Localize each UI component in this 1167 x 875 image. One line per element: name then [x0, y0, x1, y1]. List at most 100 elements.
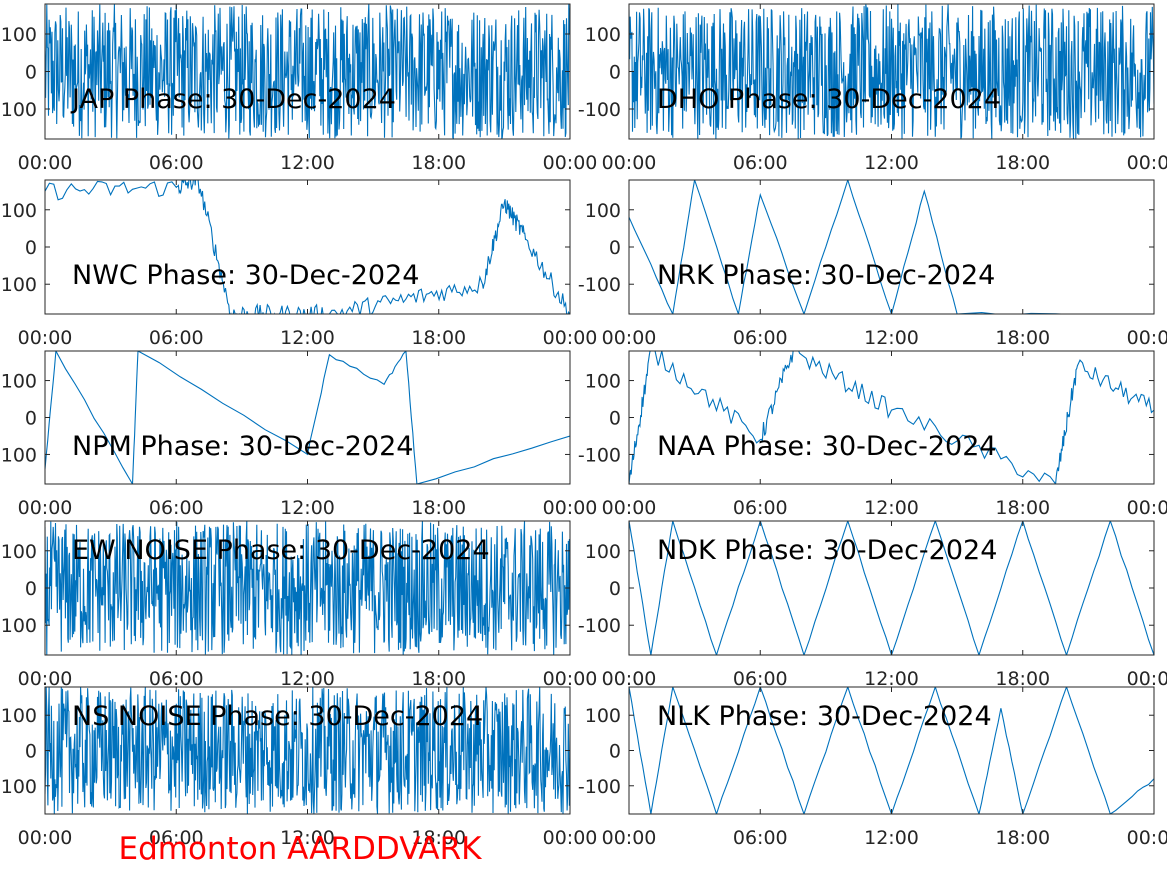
y-tick-label: -100 [578, 776, 621, 798]
phase-trace [629, 351, 1154, 484]
x-tick-label: 18:00 [411, 827, 466, 849]
x-tick-label: 06:00 [733, 827, 788, 849]
x-tick-label: 00:00 [1127, 497, 1167, 519]
phase-trace [629, 687, 1154, 814]
x-tick-label: 06:00 [149, 497, 204, 519]
phase-trace [45, 687, 570, 814]
x-tick-label: 12:00 [280, 668, 335, 690]
x-tick-label: 00:00 [602, 152, 657, 174]
x-tick-label: 18:00 [411, 152, 466, 174]
phase-panel: 100 0 -100 00:00 06:00 12:00 18:00 00:00 NAA Pha… [578, 350, 1167, 519]
x-tick-label: 00:00 [1127, 668, 1167, 690]
x-tick-label: 18:00 [995, 668, 1050, 690]
y-tick-label: 100 [585, 200, 621, 222]
y-tick-label: -100 [578, 444, 621, 466]
plot-area [629, 180, 1154, 314]
x-tick-label: 00:00 [18, 827, 73, 849]
y-tick-label: 100 [1, 541, 37, 563]
x-tick-label: 18:00 [995, 827, 1050, 849]
phase-panel: 100 0 -100 00:00 06:00 12:00 18:00 00:00 NWC Pha… [0, 179, 598, 349]
panel-title: JAP Phase: 30-Dec-2024 [70, 84, 396, 115]
y-tick-label: 100 [1, 705, 37, 727]
x-tick-label: 18:00 [411, 497, 466, 519]
phase-panel: 100 0 -100 00:00 06:00 12:00 18:00 00:00 NLK Pha… [578, 686, 1167, 849]
x-tick-label: 00:00 [543, 152, 598, 174]
x-tick-label: 00:00 [543, 668, 598, 690]
x-tick-label: 00:00 [1127, 152, 1167, 174]
x-tick-label: 06:00 [149, 152, 204, 174]
x-tick-label: 12:00 [280, 827, 335, 849]
phase-panel: 100 0 -100 00:00 06:00 12:00 18:00 00:00 NRK Pha… [578, 179, 1167, 349]
x-tick-label: 00:00 [543, 497, 598, 519]
x-tick-label: 18:00 [411, 327, 466, 349]
x-tick-label: 00:00 [602, 497, 657, 519]
y-tick-label: 0 [609, 578, 621, 600]
x-tick-label: 00:00 [543, 827, 598, 849]
y-tick-label: 0 [25, 408, 37, 430]
station-footer-label: Edmonton AARDDVARK [118, 831, 482, 867]
x-tick-label: 00:00 [602, 827, 657, 849]
x-tick-label: 06:00 [733, 152, 788, 174]
x-tick-label: 12:00 [864, 152, 919, 174]
phase-panel: 100 0 -100 00:00 06:00 12:00 18:00 00:00 DHO Pha… [578, 3, 1167, 174]
x-tick-label: 12:00 [864, 827, 919, 849]
panel-title: NDK Phase: 30-Dec-2024 [657, 535, 997, 566]
phase-panel: 100 0 -100 00:00 06:00 12:00 18:00 00:00 JAP Pha… [0, 3, 598, 174]
y-tick-label: -100 [0, 776, 37, 798]
phase-trace [629, 4, 1154, 139]
y-tick-label: 100 [1, 24, 37, 46]
plot-area [45, 180, 570, 314]
panel-title: EW NOISE Phase: 30-Dec-2024 [72, 535, 490, 566]
panel-title: NPM Phase: 30-Dec-2024 [72, 431, 413, 462]
y-tick-label: 100 [585, 24, 621, 46]
y-tick-label: 0 [25, 741, 37, 763]
y-tick-label: 0 [25, 578, 37, 600]
x-tick-label: 18:00 [995, 152, 1050, 174]
x-tick-label: 12:00 [864, 327, 919, 349]
phase-trace [45, 521, 570, 655]
x-tick-label: 00:00 [18, 668, 73, 690]
panel-title: NRK Phase: 30-Dec-2024 [657, 260, 995, 291]
y-tick-label: -100 [0, 615, 37, 637]
x-tick-label: 06:00 [733, 497, 788, 519]
phase-trace [45, 351, 570, 484]
panel-title: NLK Phase: 30-Dec-2024 [657, 701, 992, 732]
plot-area [45, 351, 570, 484]
y-tick-label: 100 [585, 705, 621, 727]
x-tick-label: 00:00 [1127, 327, 1167, 349]
y-tick-label: 100 [585, 541, 621, 563]
panel-title: NS NOISE Phase: 30-Dec-2024 [72, 701, 483, 732]
x-tick-label: 06:00 [149, 827, 204, 849]
y-tick-label: -100 [0, 444, 37, 466]
phase-panel: 100 0 -100 00:00 06:00 12:00 18:00 00:00 NPM Pha… [0, 350, 598, 519]
x-tick-label: 06:00 [733, 327, 788, 349]
x-tick-label: 00:00 [543, 327, 598, 349]
y-tick-label: 0 [25, 237, 37, 259]
y-tick-label: -100 [578, 274, 621, 296]
plot-area [629, 521, 1154, 655]
x-tick-label: 00:00 [18, 327, 73, 349]
phase-trace [629, 521, 1154, 655]
phase-panel: 100 0 -100 00:00 06:00 12:00 18:00 00:00 NS NOIS… [0, 686, 598, 849]
y-tick-label: -100 [578, 615, 621, 637]
x-tick-label: 06:00 [149, 668, 204, 690]
y-tick-label: 0 [609, 237, 621, 259]
panel-title: NAA Phase: 30-Dec-2024 [657, 431, 997, 462]
phase-trace [45, 180, 570, 314]
x-tick-label: 00:00 [1127, 827, 1167, 849]
y-tick-label: 100 [1, 200, 37, 222]
y-tick-label: 0 [609, 408, 621, 430]
x-tick-label: 00:00 [18, 152, 73, 174]
plot-area [629, 687, 1154, 814]
x-tick-label: 06:00 [733, 668, 788, 690]
phase-panel: 100 0 -100 00:00 06:00 12:00 18:00 00:00 EW NOIS… [0, 520, 598, 690]
y-tick-label: -100 [578, 99, 621, 121]
x-tick-label: 00:00 [602, 327, 657, 349]
y-tick-label: -100 [0, 274, 37, 296]
y-tick-label: -100 [0, 99, 37, 121]
plot-area [629, 351, 1154, 484]
y-tick-label: 100 [585, 371, 621, 393]
x-tick-label: 18:00 [995, 497, 1050, 519]
x-tick-label: 06:00 [149, 327, 204, 349]
x-tick-label: 18:00 [995, 327, 1050, 349]
